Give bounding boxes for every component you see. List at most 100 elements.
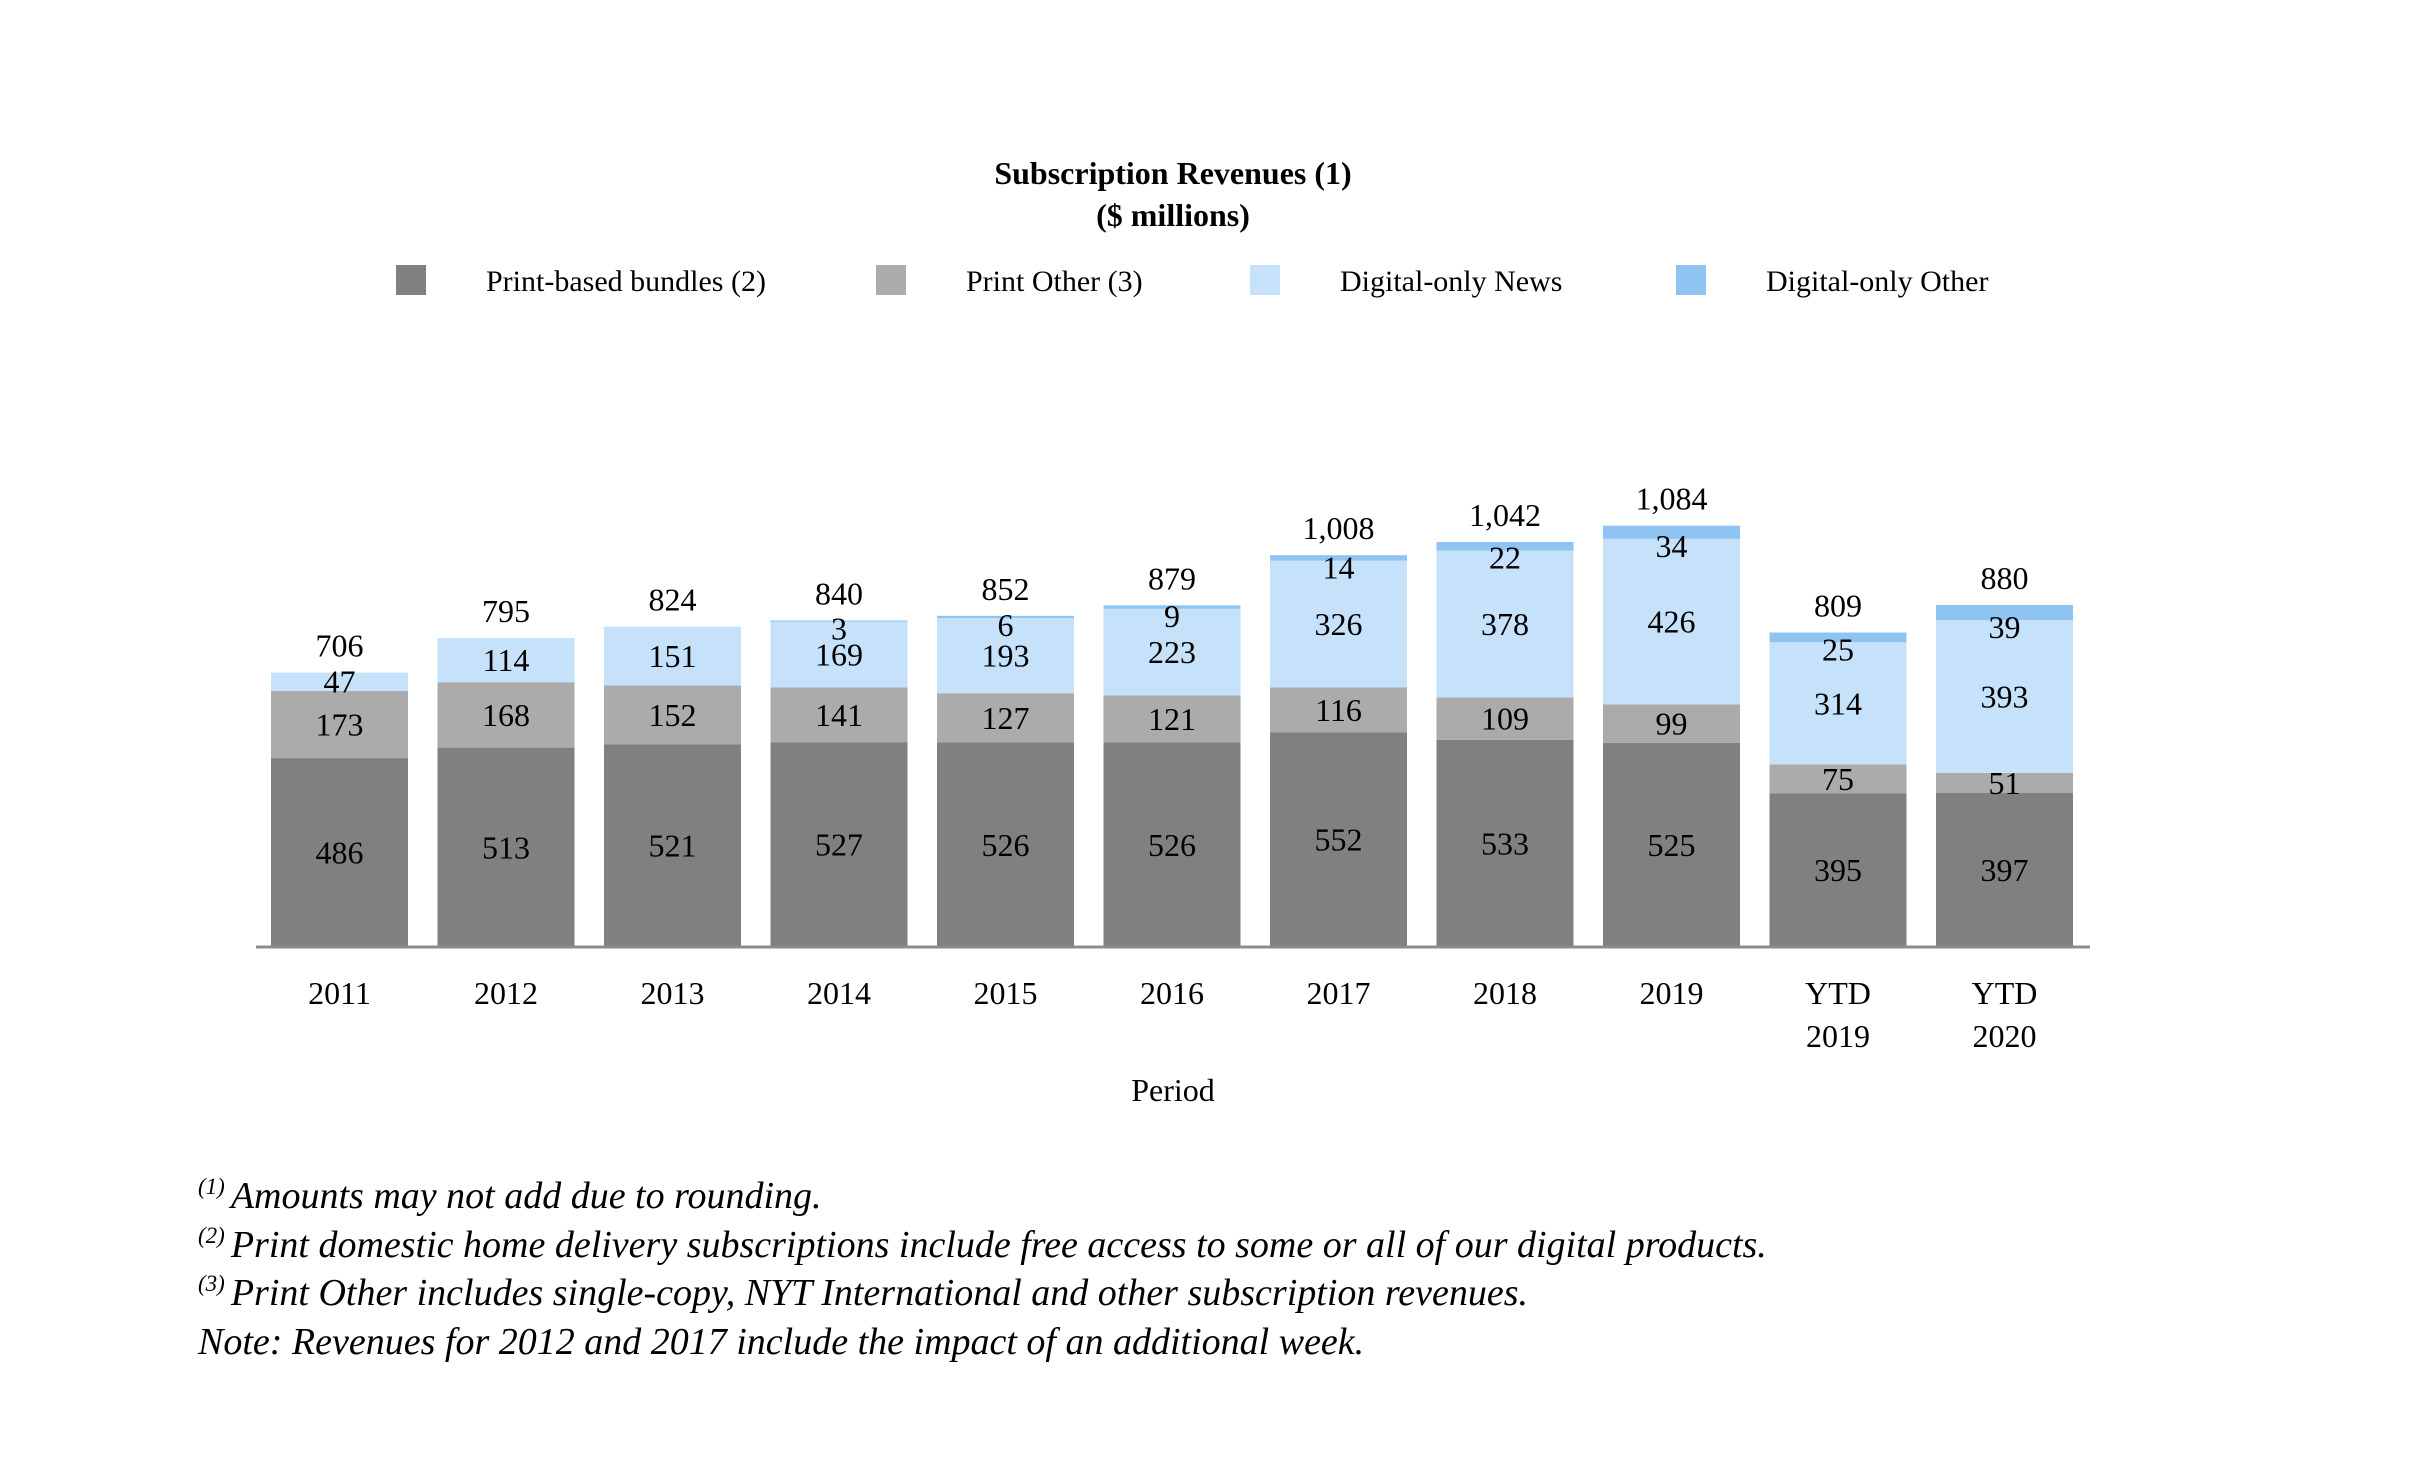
bar-segment [770, 620, 908, 622]
bar-segment [1103, 608, 1241, 696]
bar-segment [1270, 687, 1407, 733]
x-tick-label: 2017 [1307, 975, 1371, 1011]
bar-segment [1103, 605, 1241, 609]
x-tick-label: 2013 [641, 975, 705, 1011]
x-tick-label: 2015 [974, 975, 1038, 1011]
data-label: 426 [1648, 604, 1696, 640]
bar-segment [1103, 742, 1241, 947]
data-label: 9 [1164, 598, 1180, 634]
x-tick-label: 2012 [474, 975, 538, 1011]
legend-label: Print Other (3) [966, 265, 1143, 298]
total-label: 824 [649, 582, 697, 618]
data-label: 486 [316, 835, 364, 871]
x-axis-ticks: 2011 2012 2013 2014 2015 2016 2017 2018 2019 YTD 2… [308, 975, 2037, 1054]
bar-segment [271, 690, 408, 759]
legend-label: Digital-only News [1340, 265, 1562, 298]
data-label: 22 [1489, 540, 1521, 576]
bar-segment [604, 626, 741, 686]
data-label: 169 [815, 637, 863, 673]
x-axis-title: Period [1131, 1072, 1215, 1108]
total-label: 1,008 [1303, 510, 1375, 546]
data-label: 393 [1981, 678, 2029, 714]
data-label: 314 [1814, 685, 1862, 721]
data-label: 116 [1315, 692, 1362, 728]
data-label: 378 [1481, 606, 1529, 642]
bar-stack: 513 168 114 795 [437, 593, 575, 947]
footnotes: (1) Amounts may not add due to rounding. … [198, 1172, 2298, 1366]
footnote-mark: (3) [198, 1271, 225, 1296]
bar-segment [604, 685, 741, 745]
bar-segment [770, 621, 908, 688]
bar-segment [1769, 764, 1907, 794]
legend-label: Digital-only Other [1766, 265, 1988, 298]
data-label: 168 [482, 697, 530, 733]
data-label: 533 [1481, 825, 1529, 861]
bar-segment [1436, 541, 1574, 551]
x-tick-label: 2018 [1473, 975, 1537, 1011]
bar-stack: 533 109 378 22 1,042 [1436, 497, 1574, 947]
data-label: 75 [1822, 761, 1854, 797]
footnote-text: Print domestic home delivery subscriptio… [230, 1223, 1767, 1266]
bar-segment [1769, 793, 1907, 947]
legend-swatch [1676, 265, 1706, 295]
bar-segment [271, 758, 408, 947]
data-label: 193 [982, 638, 1030, 674]
legend-swatch [876, 265, 906, 295]
legend-swatch [1250, 265, 1280, 295]
legend: Print-based bundles (2) Print Other (3) Di… [396, 265, 1988, 298]
bar-segment [1436, 697, 1574, 740]
bar-segment [1936, 792, 2073, 947]
bar-stack: 521 152 151 824 [604, 582, 741, 947]
x-tick-label: 2019 [1806, 1018, 1870, 1054]
bar-segment [937, 618, 1074, 694]
x-tick-label: YTD [1805, 975, 1871, 1011]
data-label: 39 [1989, 609, 2021, 645]
data-label: 109 [1481, 701, 1529, 737]
bar-segment [437, 637, 575, 683]
data-label: 14 [1323, 550, 1355, 586]
bar-segment [1936, 772, 2073, 793]
bar-segment [1270, 732, 1407, 947]
x-tick-label: 2014 [807, 975, 871, 1011]
data-label: 127 [982, 700, 1030, 736]
data-label: 6 [998, 607, 1014, 643]
bar-segment [1603, 704, 1740, 743]
bar-segment [937, 742, 1074, 947]
data-label: 527 [815, 827, 863, 863]
data-label: 326 [1315, 606, 1363, 642]
data-label: 173 [316, 706, 364, 742]
bar-segment [1103, 695, 1241, 743]
chart-title: Subscription Revenues (1) [994, 155, 1351, 191]
bar-segment [1603, 525, 1740, 539]
footnote-mark: (2) [198, 1222, 225, 1248]
data-label: 114 [483, 642, 530, 678]
data-label: 395 [1814, 852, 1862, 888]
data-label: 25 [1822, 631, 1854, 667]
bar-segment [437, 682, 575, 748]
bar-segment [1936, 620, 2073, 773]
bar-segment [604, 744, 741, 947]
footnote-mark: (1) [198, 1174, 225, 1199]
bar-segment [1436, 550, 1574, 698]
bar-segment [1603, 538, 1740, 705]
data-label: 151 [649, 638, 697, 674]
x-tick-label: 2020 [1973, 1018, 2037, 1054]
data-label: 223 [1148, 634, 1196, 670]
chart-subtitle: ($ millions) [1096, 197, 1250, 233]
data-label: 141 [815, 697, 863, 733]
bar-segment [437, 747, 575, 947]
total-label: 795 [482, 593, 530, 629]
total-label: 1,084 [1636, 481, 1708, 517]
bar-stack: 525 99 426 34 1,084 [1603, 481, 1740, 947]
data-label: 3 [831, 611, 847, 647]
bar-segment [937, 615, 1074, 619]
bar-segment [1436, 739, 1574, 947]
bar-segment [271, 672, 408, 691]
bar-segment [1769, 642, 1907, 765]
bar-stack: 552 116 326 14 1,008 [1270, 510, 1407, 947]
bar-segment [1936, 604, 2073, 621]
